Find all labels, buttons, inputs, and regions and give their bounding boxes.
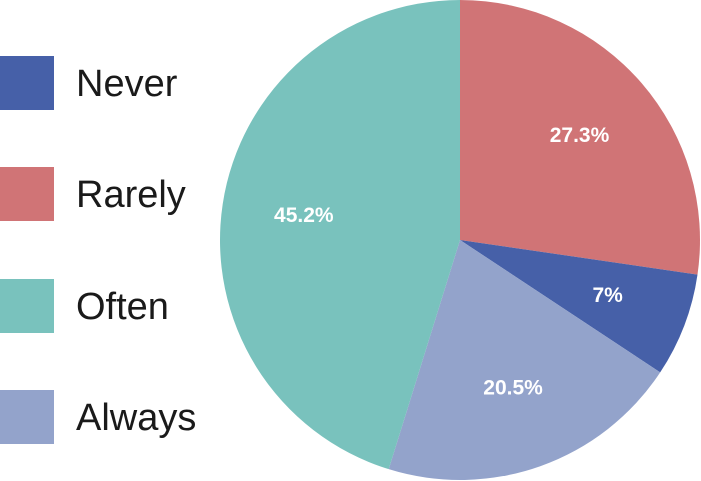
legend-label-never: Never (76, 63, 178, 105)
legend: Never Rarely Often Always (0, 0, 240, 481)
legend-swatch-never (0, 56, 54, 110)
legend-swatch-often (0, 279, 54, 333)
slice-label-always: 20.5% (483, 376, 543, 399)
legend-label-rarely: Rarely (76, 174, 186, 216)
legend-swatch-always (0, 390, 54, 444)
legend-swatch-rarely (0, 167, 54, 221)
slice-label-never: 7% (592, 284, 623, 307)
pie-slice-rarely (460, 0, 700, 275)
pie-slice-always (388, 240, 661, 480)
pie-slice-never (460, 240, 698, 373)
legend-label-always: Always (76, 397, 197, 439)
slice-label-rarely: 27.3% (550, 124, 610, 147)
legend-item-often: Often (0, 279, 240, 335)
legend-item-always: Always (0, 390, 240, 446)
legend-label-often: Often (76, 286, 169, 328)
slice-label-often: 45.2% (274, 204, 334, 227)
legend-item-never: Never (0, 56, 240, 112)
pie-slice-often (219, 0, 460, 470)
legend-item-rarely: Rarely (0, 167, 240, 223)
